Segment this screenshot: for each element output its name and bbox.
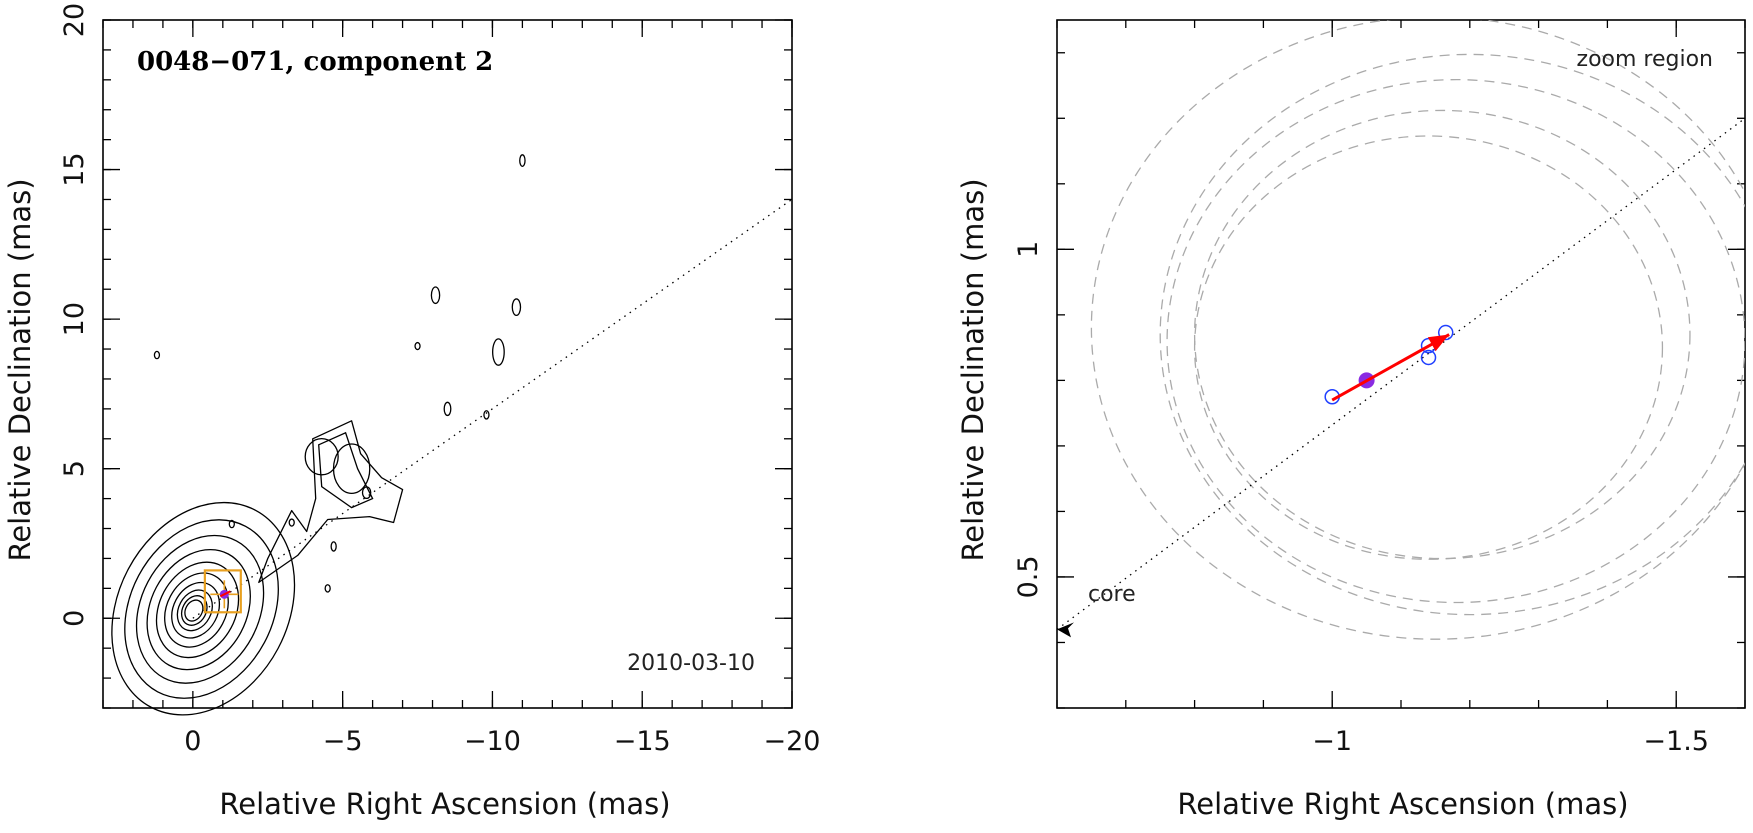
left-contour-blob bbox=[330, 541, 337, 552]
right-error-circle bbox=[1166, 79, 1745, 604]
left-y-tick-label: 10 bbox=[59, 302, 90, 336]
right-y-tick-label: 1 bbox=[1013, 241, 1044, 258]
left-y-tick-label: 20 bbox=[59, 3, 90, 37]
left-core-contour bbox=[124, 519, 279, 699]
left-contour-blob bbox=[519, 154, 526, 167]
right-frame bbox=[1056, 19, 1746, 709]
right-error-circle bbox=[1193, 135, 1664, 560]
left-y-tick-label: 0 bbox=[59, 610, 90, 627]
left-jet-inner-contour bbox=[318, 431, 374, 509]
right-core-arrowhead bbox=[1057, 622, 1074, 638]
right-x-tick-label: −1 bbox=[1312, 726, 1352, 757]
left-contour-blob bbox=[228, 519, 235, 529]
right-panel: −1 −1.5 0.5 1 bbox=[1013, 19, 1746, 757]
right-epoch-point bbox=[1420, 349, 1437, 366]
left-core-contour bbox=[176, 589, 213, 632]
left-jet-contour bbox=[258, 420, 404, 584]
left-epoch-label: 2010-03-10 bbox=[627, 651, 755, 676]
left-contour-blob bbox=[332, 443, 371, 495]
right-x-tick-label: −1.5 bbox=[1643, 726, 1709, 757]
right-plot-area bbox=[1057, 20, 1745, 640]
left-y-tick-label: 15 bbox=[59, 152, 90, 186]
right-velocity-arrow bbox=[1331, 333, 1450, 402]
right-core-label: core bbox=[1088, 582, 1136, 607]
left-plot-area bbox=[111, 154, 793, 716]
right-y-axis-label: Relative Declination (mas) bbox=[956, 178, 990, 561]
left-y-axis-label: Relative Declination (mas) bbox=[3, 178, 37, 561]
left-x-tick-label: −20 bbox=[764, 726, 821, 757]
right-error-circle bbox=[1159, 53, 1745, 616]
left-contour-blob bbox=[492, 338, 505, 366]
left-core-contour bbox=[171, 581, 221, 639]
left-core-contour bbox=[135, 534, 265, 684]
left-x-tick-label: −15 bbox=[614, 726, 671, 757]
left-contour-blob bbox=[324, 584, 331, 593]
left-contour-blob bbox=[443, 401, 452, 417]
right-error-circle bbox=[1193, 109, 1691, 560]
right-y-tick-label: 0.5 bbox=[1013, 555, 1044, 598]
left-core-contour bbox=[146, 548, 251, 671]
left-contour-blob bbox=[430, 286, 441, 305]
left-contour-blob bbox=[361, 486, 372, 500]
left-contour-blob bbox=[153, 350, 161, 360]
right-zoom-region-label: zoom region bbox=[1577, 47, 1713, 72]
left-x-tick-label: −10 bbox=[464, 726, 521, 757]
right-x-axis-label: Relative Right Ascension (mas) bbox=[1177, 787, 1628, 821]
left-core-contour bbox=[180, 595, 208, 626]
left-core-contour bbox=[164, 572, 229, 648]
left-jet-axis bbox=[192, 198, 793, 619]
left-panel: 0 −5 −10 −15 −20 0 5 10 15 20 bbox=[59, 3, 820, 757]
left-contour-blob bbox=[414, 341, 421, 351]
left-core-contour bbox=[155, 561, 240, 659]
right-jet-axis bbox=[1057, 117, 1745, 630]
left-component-arrow bbox=[219, 590, 231, 598]
right-error-circle bbox=[1090, 20, 1745, 640]
left-contour-blob bbox=[511, 298, 522, 317]
right-velocity-arrowhead bbox=[1427, 334, 1450, 352]
left-frame bbox=[102, 19, 793, 709]
left-contour-blob bbox=[288, 518, 295, 527]
left-core-contour bbox=[184, 599, 204, 622]
left-x-tick-label: −5 bbox=[323, 726, 363, 757]
left-core-contour bbox=[111, 501, 296, 716]
left-x-axis-label: Relative Right Ascension (mas) bbox=[219, 787, 670, 821]
left-title: 0048−071, component 2 bbox=[137, 47, 493, 77]
left-zoom-box bbox=[203, 569, 242, 614]
left-contour-blob bbox=[483, 410, 490, 420]
right-epoch-point bbox=[1437, 324, 1454, 341]
left-contour-blob bbox=[304, 437, 339, 476]
left-y-tick-label: 5 bbox=[59, 460, 90, 477]
left-x-tick-label: 0 bbox=[184, 726, 201, 757]
